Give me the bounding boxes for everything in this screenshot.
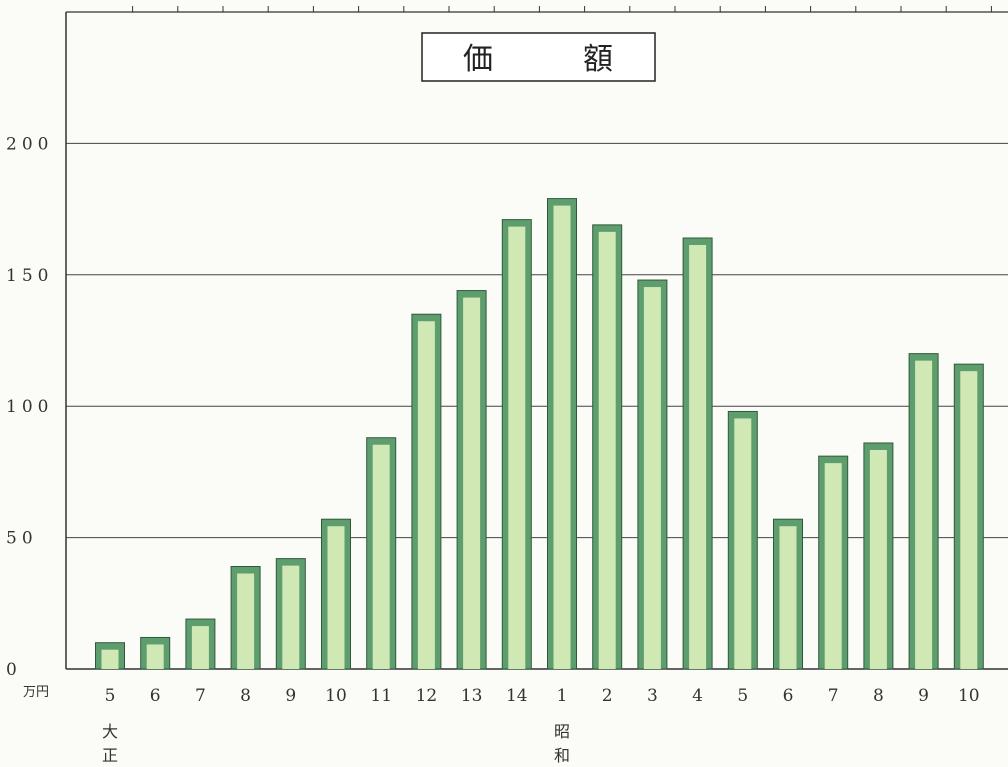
x-tick-label: 6 — [783, 686, 794, 706]
era-label-char: 正 — [102, 746, 118, 765]
bar-1 — [140, 636, 171, 670]
axes — [65, 6, 1008, 670]
bar-6 — [366, 437, 397, 670]
x-tick-label: 12 — [416, 686, 438, 706]
bar-17 — [863, 442, 894, 670]
y-tick-label: 200 — [6, 134, 53, 154]
y-tick-label: 50 — [6, 529, 38, 549]
bar-11 — [592, 224, 623, 670]
bar-inner — [869, 449, 887, 669]
x-tick-label: 11 — [370, 686, 392, 706]
y-tick-label: 0 — [6, 660, 22, 680]
bar-9 — [501, 219, 532, 670]
bar-inner — [779, 526, 797, 669]
bar-16 — [818, 455, 849, 670]
bar-inner — [824, 463, 842, 669]
era-label-char: 大 — [102, 722, 118, 741]
x-tick-label: 10 — [325, 686, 347, 706]
bar-18 — [908, 353, 939, 670]
x-tick-label: 9 — [918, 686, 929, 706]
bar-4 — [275, 558, 306, 670]
bar-2 — [185, 618, 216, 670]
x-tick-label: 9 — [285, 686, 296, 706]
bar-7 — [411, 313, 442, 670]
bar-inner — [101, 649, 119, 669]
bar-14 — [727, 410, 758, 670]
x-tick-label: 5 — [737, 686, 748, 706]
bar-12 — [637, 279, 668, 670]
x-tick-label: 4 — [692, 686, 703, 706]
bar-inner — [734, 418, 752, 669]
bar-inner — [598, 231, 616, 670]
bar-inner — [689, 245, 707, 669]
era-labels: 大正 昭和 — [102, 722, 570, 765]
bar-inner — [372, 444, 390, 669]
bar-inner — [553, 205, 571, 669]
bar-15 — [773, 518, 803, 670]
bar-inner — [282, 565, 300, 669]
x-tick-label: 7 — [195, 686, 206, 706]
bar-13 — [682, 237, 713, 670]
y-tick-labels: 0 50 100 150 200 — [6, 134, 53, 680]
chart-title-box: 価 額 — [421, 32, 656, 82]
x-tick-label: 1 — [557, 686, 568, 706]
y-tick-label: 100 — [6, 397, 53, 417]
bar-5 — [321, 518, 351, 670]
bar-0 — [95, 642, 125, 670]
bar-inner — [915, 360, 933, 669]
bar-3 — [230, 566, 261, 670]
x-tick-label: 8 — [240, 686, 251, 706]
bar-inner — [643, 287, 661, 669]
chart-title: 価 額 — [463, 42, 613, 77]
x-tick-label: 13 — [461, 686, 483, 706]
bar-inner — [463, 297, 481, 669]
x-tick-labels: 5 6 7 8 9 10 11 12 13 14 1 2 3 4 5 6 7 8 9 10 — [105, 686, 980, 706]
unit-label: 万円 — [23, 685, 49, 700]
bar-inner — [237, 573, 255, 669]
era-label-char: 昭 — [554, 722, 570, 741]
x-tick-label: 8 — [873, 686, 884, 706]
bar-inner — [191, 626, 209, 669]
x-tick-label: 14 — [506, 686, 528, 706]
era-label-char: 和 — [554, 746, 570, 765]
bar-inner — [146, 644, 164, 669]
gridlines — [66, 142, 1008, 539]
x-tick-label: 7 — [828, 686, 839, 706]
bar-10 — [547, 198, 577, 670]
x-tick-label: 5 — [105, 686, 116, 706]
bar-inner — [508, 226, 526, 669]
bar-inner — [417, 321, 435, 669]
x-tick-label: 10 — [958, 686, 980, 706]
x-tick-label: 2 — [602, 686, 613, 706]
bar-inner — [327, 526, 345, 669]
bar-19 — [953, 363, 984, 670]
bars — [95, 198, 984, 670]
x-tick-label: 3 — [647, 686, 658, 706]
bar-inner — [960, 371, 978, 669]
y-tick-label: 150 — [6, 266, 53, 286]
bar-8 — [456, 290, 487, 670]
x-tick-label: 6 — [150, 686, 161, 706]
